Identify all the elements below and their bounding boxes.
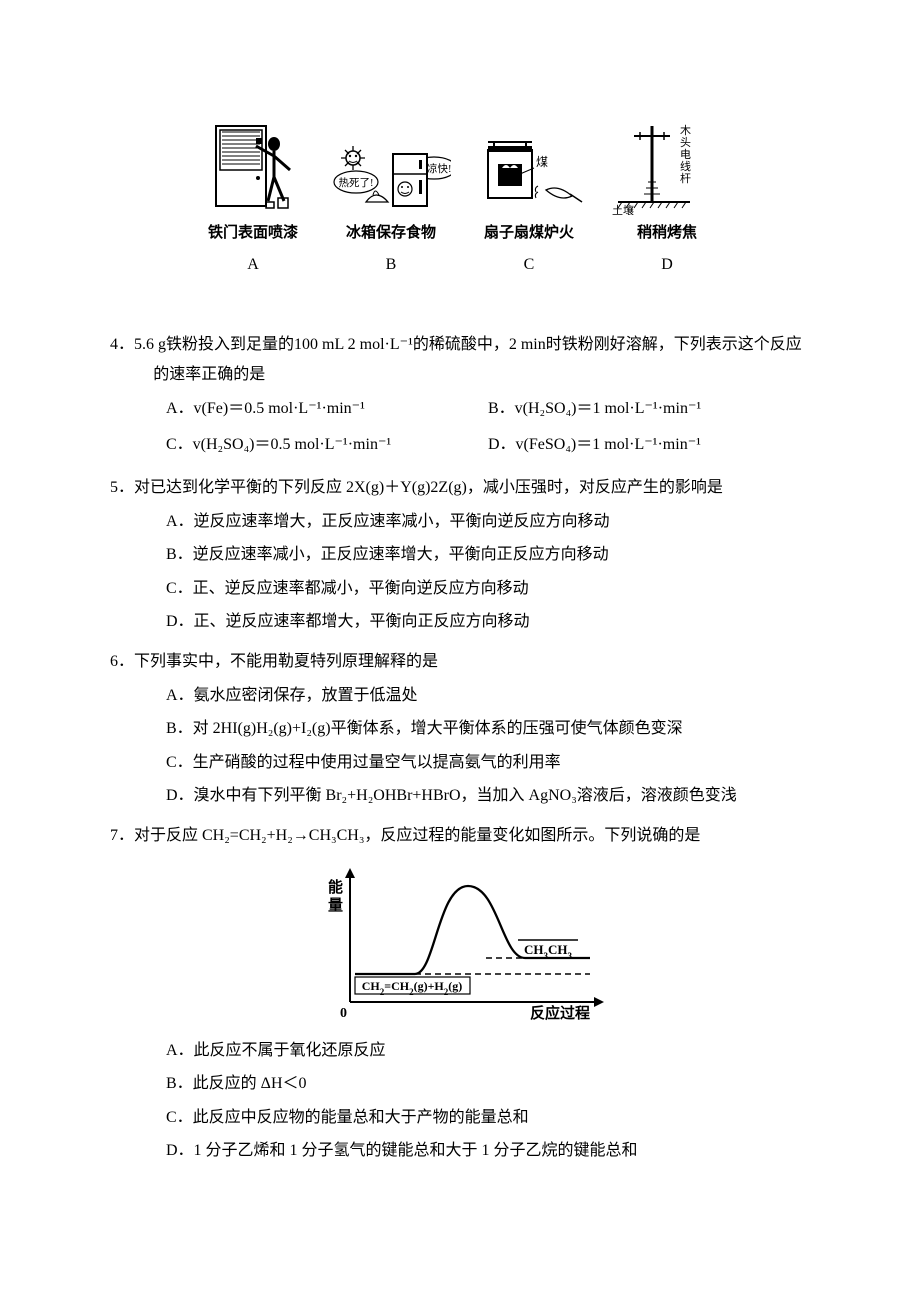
figure-c-letter: C [469, 250, 589, 280]
q4-opt-c: C．v(H₂SO₄)＝0.5 mol·L⁻¹·min⁻¹ [166, 430, 488, 460]
q6-options: A．氨水应密闭保存，放置于低温处 B．对 2HI(g)H₂(g)+I₂(g)平衡… [110, 681, 810, 812]
q4-options: A．v(Fe)＝0.5 mol·L⁻¹·min⁻¹ B．v(H₂SO₄)＝1 m… [110, 391, 810, 464]
question-4: 4．5.6 g铁粉投入到足量的100 mL 2 mol·L⁻¹的稀硫酸中，2 m… [110, 330, 810, 464]
q6-opt-c: C．生产硝酸的过程中使用过量空气以提高氨气的利用率 [110, 748, 810, 778]
svg-text:头: 头 [680, 136, 691, 149]
figure-c: 煤 扇子扇煤炉火 C [469, 120, 589, 280]
q4-opt-a: A．v(Fe)＝0.5 mol·L⁻¹·min⁻¹ [166, 394, 488, 424]
q7-opt-b: B．此反应的 ΔH＜0 [110, 1069, 810, 1099]
origin-label: 0 [340, 1006, 347, 1021]
xlabel: 反应过程 [530, 1004, 590, 1022]
q7-opt-a: A．此反应不属于氧化还原反应 [110, 1036, 810, 1066]
ylabel-1: 能 [328, 878, 343, 896]
figure-a: 铁门表面喷漆 A [193, 120, 313, 280]
figure-b-drawing: 热死了! 真凉快! [331, 120, 451, 215]
figure-d-drawing: 木 头 电 线 杆 土壤 [607, 120, 727, 215]
q7-options: A．此反应不属于氧化还原反应 B．此反应的 ΔH＜0 C．此反应中反应物的能量总… [110, 1036, 810, 1167]
figure-b-letter: B [331, 250, 451, 280]
q7-opt-d: D．1 分子乙烯和 1 分子氢气的键能总和大于 1 分子乙烷的键能总和 [110, 1136, 810, 1166]
q7-stem: 7．对于反应 CH₂=CH₂+H₂→CH₃CH₃，反应过程的能量变化如图所示。下… [110, 821, 810, 851]
q6-opt-b: B．对 2HI(g)H₂(g)+I₂(g)平衡体系，增大平衡体系的压强可使气体颜… [110, 714, 810, 744]
q6-stem: 6．下列事实中，不能用勒夏特列原理解释的是 [110, 647, 810, 677]
q5-opt-c: C．正、逆反应速率都减小，平衡向逆反应方向移动 [110, 574, 810, 604]
energy-diagram: 能 量 0 反应过程 CH2=CH2(g)+H2(g) CH3CH3 [110, 862, 810, 1022]
figure-d-letter: D [607, 250, 727, 280]
figure-a-drawing [193, 120, 313, 215]
figure-c-drawing: 煤 [469, 120, 589, 215]
question-5: 5．对已达到化学平衡的下列反应 2X(g)＋Y(g)2Z(g)，减小压强时，对反… [110, 473, 810, 637]
ylabel-2: 量 [328, 897, 343, 914]
q5-stem: 5．对已达到化学平衡的下列反应 2X(g)＋Y(g)2Z(g)，减小压强时，对反… [110, 473, 810, 503]
figure-a-caption: 铁门表面喷漆 [193, 219, 313, 248]
figure-d: 木 头 电 线 杆 土壤 稍稍烤焦 D [607, 120, 727, 280]
svg-text:电: 电 [680, 148, 691, 161]
q5-opt-a: A．逆反应速率增大，正反应速率减小，平衡向逆反应方向移动 [110, 507, 810, 537]
bubble-hot: 热死了! [339, 176, 374, 189]
question-7: 7．对于反应 CH₂=CH₂+H₂→CH₃CH₃，反应过程的能量变化如图所示。下… [110, 821, 810, 1166]
q4-stem: 4．5.6 g铁粉投入到足量的100 mL 2 mol·L⁻¹的稀硫酸中，2 m… [110, 330, 810, 391]
figure-row: 铁门表面喷漆 A 热死了! 真凉快! [110, 120, 810, 280]
figure-d-caption: 稍稍烤焦 [607, 219, 727, 248]
coal-label: 煤 [536, 155, 548, 169]
q4-opt-d: D．v(FeSO₄)＝1 mol·L⁻¹·min⁻¹ [488, 430, 810, 460]
q4-opt-b: B．v(H₂SO₄)＝1 mol·L⁻¹·min⁻¹ [488, 394, 810, 424]
pole-note-1: 木 [680, 124, 691, 137]
figure-b-caption: 冰箱保存食物 [331, 219, 451, 248]
figure-c-caption: 扇子扇煤炉火 [469, 219, 589, 248]
figure-a-letter: A [193, 250, 313, 280]
question-6: 6．下列事实中，不能用勒夏特列原理解释的是 A．氨水应密闭保存，放置于低温处 B… [110, 647, 810, 811]
q5-opt-b: B．逆反应速率减小，正反应速率增大，平衡向正反应方向移动 [110, 540, 810, 570]
q6-opt-d: D．溴水中有下列平衡 Br₂+H₂OHBr+HBrO，当加入 AgNO₃溶液后，… [110, 781, 810, 811]
q6-opt-a: A．氨水应密闭保存，放置于低温处 [110, 681, 810, 711]
q5-options: A．逆反应速率增大，正反应速率减小，平衡向逆反应方向移动 B．逆反应速率减小，正… [110, 507, 810, 638]
q7-opt-c: C．此反应中反应物的能量总和大于产物的能量总和 [110, 1103, 810, 1133]
svg-text:杆: 杆 [680, 171, 691, 185]
figure-b: 热死了! 真凉快! 冰箱保存 [331, 120, 451, 280]
q5-opt-d: D．正、逆反应速率都增大，平衡向正反应方向移动 [110, 607, 810, 637]
soil-note: 土壤 [612, 203, 634, 215]
svg-text:线: 线 [680, 159, 691, 173]
